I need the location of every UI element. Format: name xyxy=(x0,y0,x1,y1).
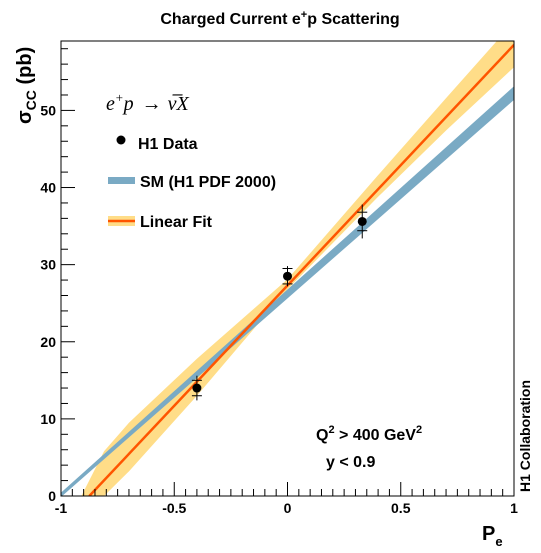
q2-cut-label: Q2 > 400 GeV2 xyxy=(316,424,422,444)
y-tick-label: 50 xyxy=(40,102,56,118)
x-axis-label: Pe xyxy=(482,523,503,549)
linear-fit-line xyxy=(88,43,514,496)
y-axis-label: σCC (pb) xyxy=(14,47,39,124)
x-tick-label: 1 xyxy=(510,500,518,516)
chart-title: Charged Current e+p Scattering xyxy=(160,9,399,28)
lines-layer xyxy=(88,43,514,496)
legend-fit-label: Linear Fit xyxy=(140,214,213,231)
points-layer xyxy=(191,204,368,401)
y-tick-label: 30 xyxy=(40,257,56,273)
y-tick-label: 0 xyxy=(48,488,56,504)
y-tick-label: 40 xyxy=(40,180,56,196)
data-point xyxy=(357,216,367,226)
legend: H1 Data SM (H1 PDF 2000) Linear Fit xyxy=(108,135,276,231)
legend-data-label: H1 Data xyxy=(138,136,198,153)
data-point xyxy=(283,271,292,281)
reaction-formula: e+p → ν̅X xyxy=(106,90,190,115)
legend-sm-label: SM (H1 PDF 2000) xyxy=(140,174,276,191)
y-tick-label: 20 xyxy=(40,334,56,350)
legend-sm-swatch xyxy=(108,177,135,184)
data-point xyxy=(192,383,202,393)
sm-prediction-band xyxy=(61,86,514,496)
x-tick-label: 0 xyxy=(284,500,292,516)
x-tick-label: 0.5 xyxy=(391,500,411,516)
x-tick-label: -1 xyxy=(55,500,68,516)
collaboration-label: H1 Collaboration xyxy=(517,380,533,492)
legend-data-marker xyxy=(116,135,126,145)
x-tick-label: -0.5 xyxy=(162,500,186,516)
y-tick-label: 10 xyxy=(40,411,56,427)
y-cut-label: y < 0.9 xyxy=(326,454,375,471)
